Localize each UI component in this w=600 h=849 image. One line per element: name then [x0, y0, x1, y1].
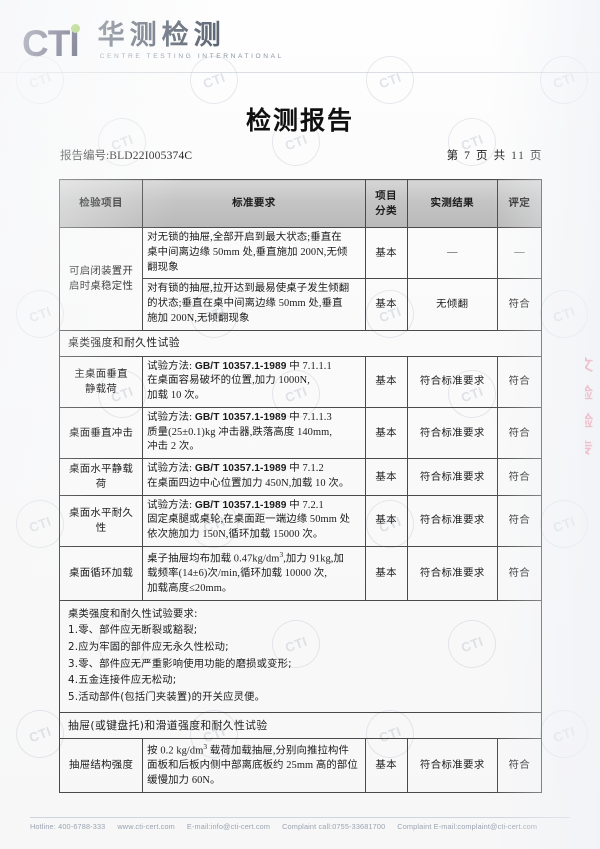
report-number-label: 报告编号:: [60, 150, 110, 162]
cell-grade: 符合: [496, 278, 543, 331]
cell-standard-requirement: 试验方法: GB/T 10357.1-1989 中 7.1.1.3 质量(25±0…: [142, 406, 366, 460]
cell-test-item: 抽屉结构强度: [58, 737, 144, 793]
col-header-category-line2: 分类: [375, 204, 398, 217]
col-header-category: 项目 分类: [364, 179, 408, 228]
test-results-table-wrapper: 检验项目 标准要求 项目 分类 实测结果 评定 可启闭装置开 启时桌稳定性 对无锁的…: [58, 179, 543, 793]
cell-grade: 符合: [496, 546, 543, 601]
cell-category: 基本: [364, 737, 408, 793]
col-header-grade: 评定: [496, 179, 543, 228]
cell-category: 基本: [364, 355, 408, 408]
table-row: 桌面垂直冲击 试验方法: GB/T 10357.1-1989 中 7.1.1.3 质…: [58, 406, 543, 460]
footer-complaint-email[interactable]: Complaint E-mail:complaint@cti-cert.com: [397, 822, 538, 831]
report-number: 报告编号:BLD22I005374C: [60, 147, 192, 163]
table-row: 主桌面垂直 静载荷 试验方法: GB/T 10357.1-1989 中 7.1.1.…: [58, 355, 543, 408]
footer-email[interactable]: E-mail:info@cti-cert.com: [186, 822, 271, 831]
cell-test-item: 桌面水平静载荷: [58, 458, 144, 496]
cell-measured-result: 符合标准要求: [406, 458, 498, 496]
cell-measured-result: 符合标准要求: [406, 546, 498, 601]
cti-logo-wordmark: CTI: [22, 24, 83, 62]
cell-grade: 符合: [496, 494, 543, 548]
footer-divider: [30, 817, 570, 818]
watermark-cti: CTI: [533, 493, 595, 555]
cell-grade: 符合: [496, 355, 543, 408]
report-meta-row: 报告编号:BLD22I005374C 第 7 页 共 11 页: [60, 147, 543, 163]
test-results-table: 检验项目 标准要求 项目 分类 实测结果 评定 可启闭装置开 启时桌稳定性 对无锁的…: [58, 179, 543, 793]
table-section-row: 桌类强度和耐久性试验: [59, 329, 542, 357]
red-seal-fragment: 文检验专: [585, 352, 599, 472]
cell-standard-requirement: 对无锁的抽屉,全部开启到最大状态;垂直在 桌中间离边缘 50mm 处,垂直施加 2…: [142, 226, 366, 280]
requirements-note-block: 桌类强度和耐久性试验要求: 1.零、部件应无断裂或豁裂; 2.应为牢固的部件应无永久…: [59, 599, 542, 713]
brand-name-cn: 华测检测: [97, 20, 226, 51]
cell-category: 基本: [364, 226, 408, 280]
cell-category: 基本: [364, 458, 408, 496]
cell-category: 基本: [364, 546, 408, 601]
cell-standard-requirement: 试验方法: GB/T 10357.1-1989 中 7.1.1.1 在桌面容易破坏…: [142, 355, 366, 408]
cell-test-item: 可启闭装置开 启时桌稳定性: [58, 227, 144, 331]
table-row: 可启闭装置开 启时桌稳定性 对无锁的抽屉,全部开启到最大状态;垂直在 桌中间离边缘 5…: [58, 226, 543, 331]
seal-char: 检: [585, 383, 594, 402]
cell-standard-requirement: 试验方法: GB/T 10357.1-1989 中 7.1.2 在桌面四边中心位置…: [142, 458, 366, 496]
footer-complaint-call: Complaint call:0755-33681700: [282, 822, 386, 831]
brand-name-en: CENTRE TESTING INTERNATIONAL: [99, 53, 284, 61]
cell-grade: —: [496, 226, 543, 280]
watermark-cti: CTI: [533, 703, 595, 765]
table-head: 检验项目 标准要求 项目 分类 实测结果 评定: [58, 179, 543, 228]
cell-category: 基本: [364, 494, 408, 548]
cell-grade: 符合: [496, 458, 543, 496]
table-header-row: 检验项目 标准要求 项目 分类 实测结果 评定: [58, 179, 543, 228]
table-section-row: 抽屉(或键盘托)和滑道强度和耐久性试验: [59, 711, 542, 739]
cell-measured-result: 符合标准要求: [406, 494, 498, 548]
col-header-result: 实测结果: [406, 179, 498, 228]
section-title: 抽屉(或键盘托)和滑道强度和耐久性试验: [59, 711, 542, 739]
table-row: 桌面水平静载荷试验方法: GB/T 10357.1-1989 中 7.1.2 在桌…: [58, 458, 543, 496]
cell-grade: 符合: [496, 406, 543, 460]
cell-standard-requirement: 试验方法: GB/T 10357.1-1989 中 7.2.1 固定桌腿或桌轮,在…: [142, 494, 366, 548]
footer-website[interactable]: www.cti-cert.com: [117, 822, 175, 831]
watermark-cti: CTI: [533, 283, 595, 345]
col-header-item: 检验项目: [58, 179, 144, 228]
table-row: 桌面循环加载 桌子抽屉均布加载 0.47kg/dm3,加力 91kg,加 载频率(1…: [58, 546, 543, 601]
cell-test-item: 主桌面垂直 静载荷: [58, 355, 144, 408]
cell-standard-requirement: 桌子抽屉均布加载 0.47kg/dm3,加力 91kg,加 载频率(14±6)次/…: [142, 546, 366, 601]
table-row: 抽屉结构强度按 0.2 kg/dm3 载荷加载抽屉,分别向推拉构件 面板和后板内侧…: [58, 737, 543, 793]
table-notes-row: 桌类强度和耐久性试验要求: 1.零、部件应无断裂或豁裂; 2.应为牢固的部件应无永久…: [59, 599, 542, 713]
brand-name-block: 华测检测 CENTRE TESTING INTERNATIONAL: [97, 20, 284, 61]
cell-measured-result: 无倾翻: [406, 278, 498, 331]
cell-measured-result: 符合标准要求: [406, 737, 498, 793]
cell-standard-requirement: 对有锁的抽屉,拉开达到最易使桌子发生倾翻 的状态;垂直在桌中间离边缘 50mm 处…: [142, 278, 366, 331]
cell-category: 基本: [364, 406, 408, 460]
cell-measured-result: 符合标准要求: [406, 355, 498, 408]
cell-measured-result: —: [406, 226, 498, 280]
col-header-requirement: 标准要求: [142, 179, 366, 228]
report-number-value: BLD22I005374C: [109, 150, 193, 162]
table-body: 可启闭装置开 启时桌稳定性 对无锁的抽屉,全部开启到最大状态;垂直在 桌中间离边缘 5…: [58, 226, 543, 793]
header-divider: [0, 72, 600, 73]
cell-test-item: 桌面垂直冲击: [58, 406, 144, 460]
table-row: 桌面水平耐久性试验方法: GB/T 10357.1-1989 中 7.2.1 固定…: [58, 494, 543, 548]
page-footer: Hotline: 400-6788-333 www.cti-cert.com E…: [30, 822, 575, 831]
section-title: 桌类强度和耐久性试验: [59, 329, 542, 357]
footer-hotline: Hotline: 400-6788-333: [30, 822, 106, 831]
cell-test-item: 桌面水平耐久性: [58, 494, 144, 548]
seal-char: 文: [585, 356, 594, 374]
seal-char: 验: [585, 411, 594, 430]
cell-grade: 符合: [496, 737, 543, 793]
col-header-category-line1: 项目: [375, 189, 398, 202]
cell-category: 基本: [364, 278, 408, 331]
brand-header: CTI 华测检测 CENTRE TESTING INTERNATIONAL: [22, 20, 284, 62]
page-title: 检测报告: [245, 106, 354, 135]
cell-measured-result: 符合标准要求: [406, 406, 498, 460]
page-indicator: 第 7 页 共 11 页: [446, 150, 543, 162]
seal-char: 专: [585, 439, 594, 458]
cti-logo-green-dot: [70, 24, 80, 34]
cell-test-item: 桌面循环加载: [58, 546, 144, 601]
cell-standard-requirement: 按 0.2 kg/dm3 载荷加载抽屉,分别向推拉构件 面板和后板内侧中部离底板约…: [142, 737, 366, 793]
